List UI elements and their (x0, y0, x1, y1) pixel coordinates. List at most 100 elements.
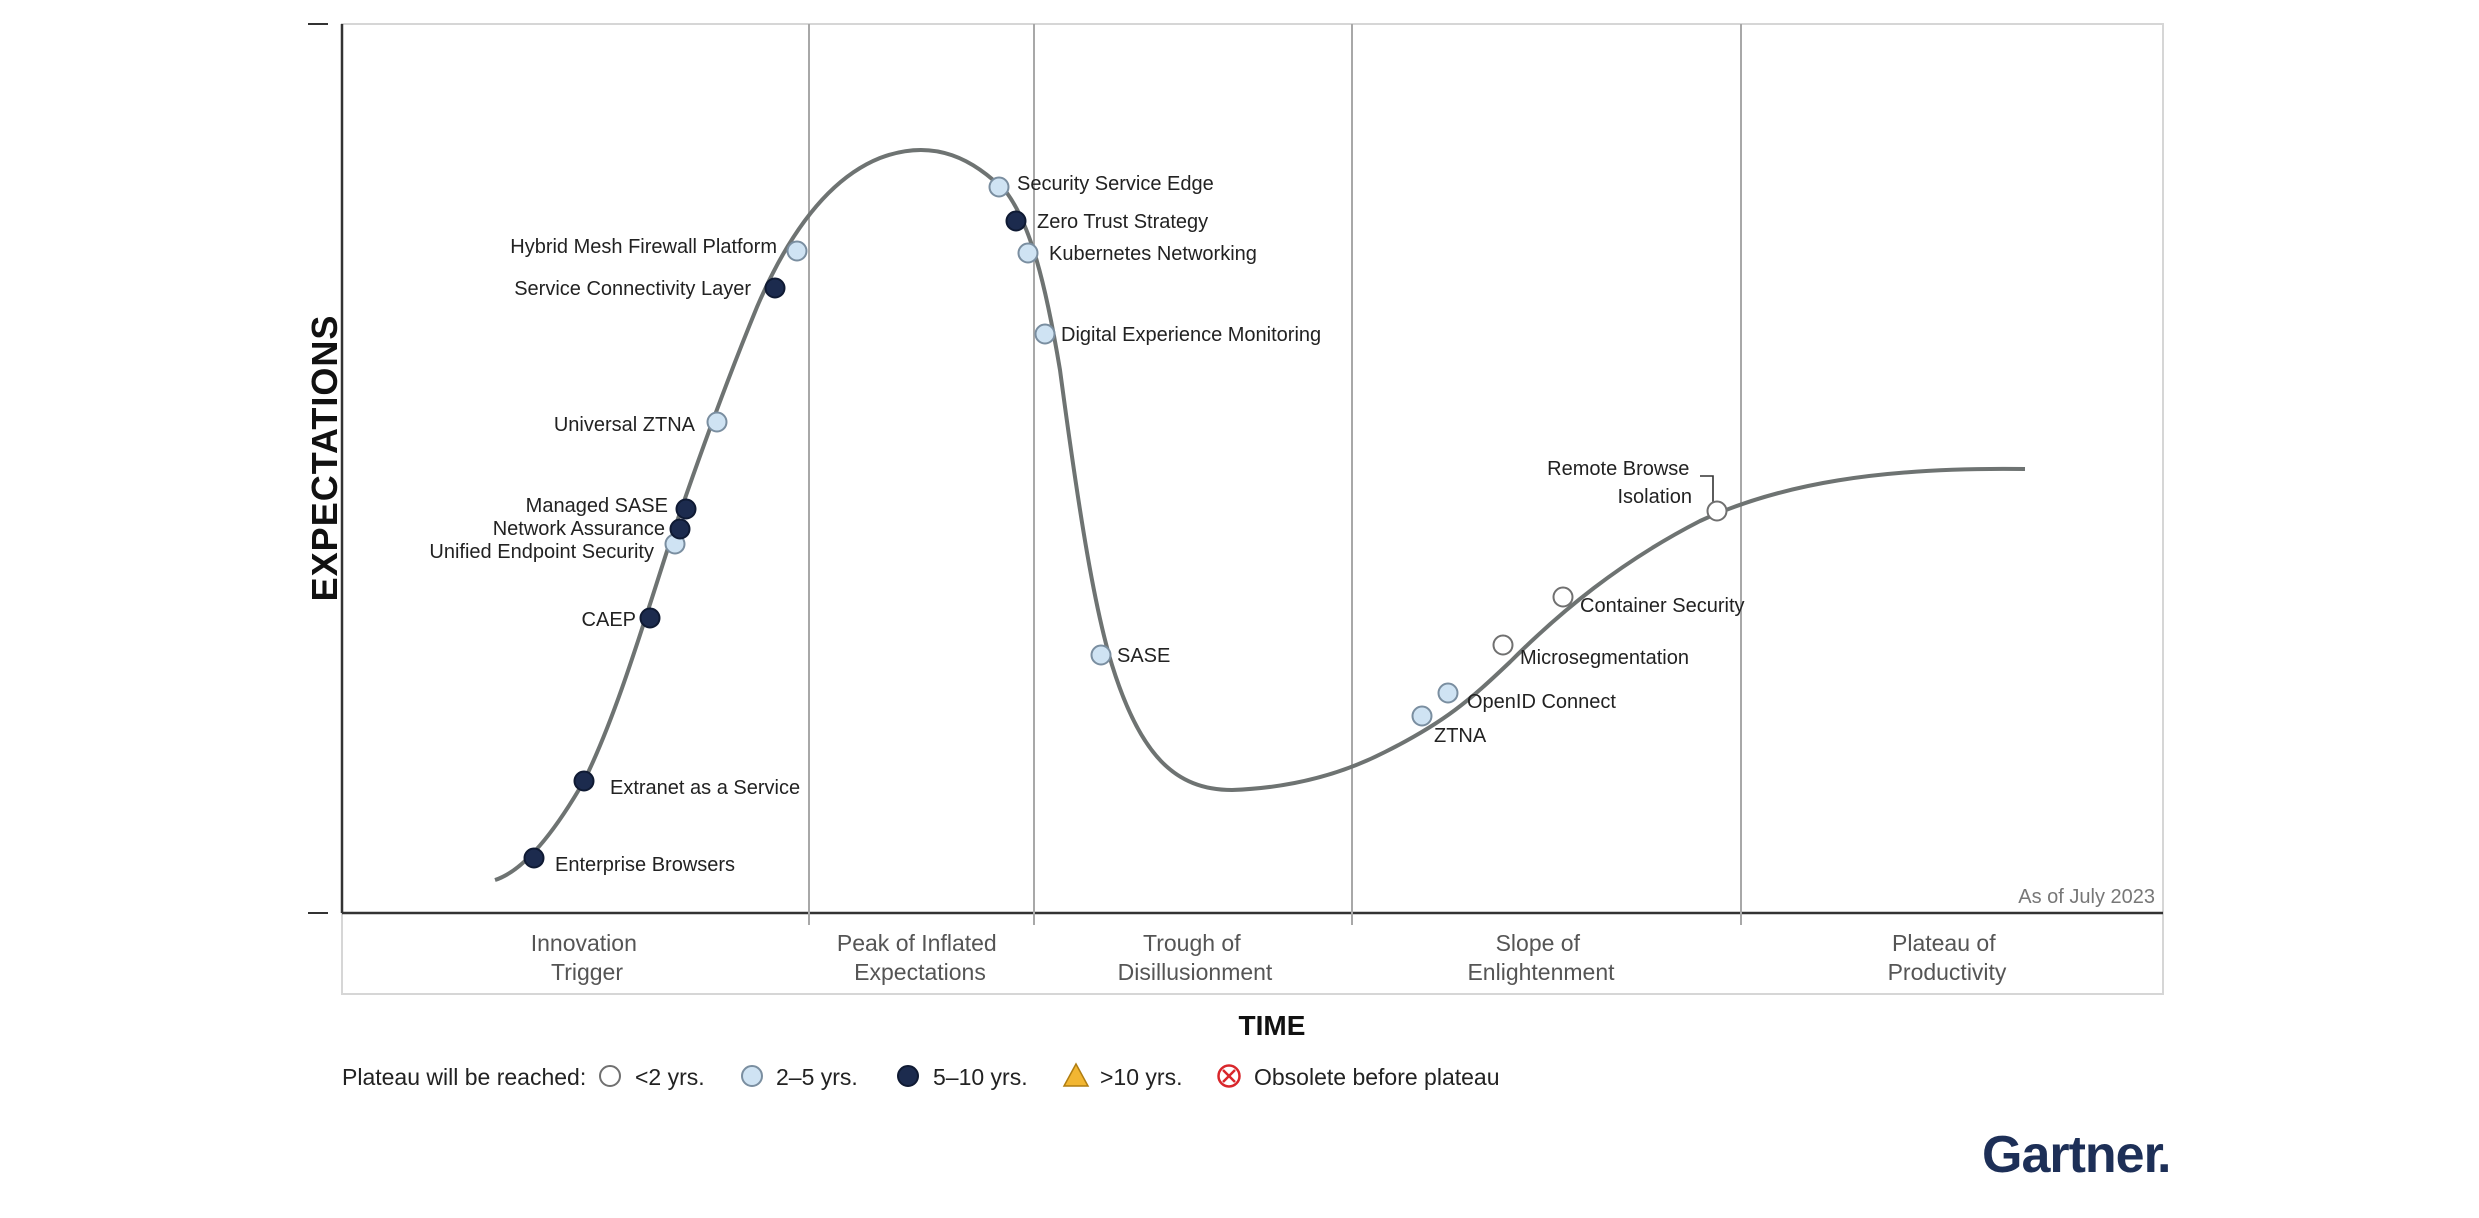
technology-zero-trust-strategy[interactable]: Zero Trust Strategy (1005, 210, 1209, 233)
marker-2to5[interactable] (1090, 644, 1112, 666)
technology-managed-sase[interactable]: Managed SASE (526, 495, 697, 520)
technology-ztna[interactable]: ZTNA (1411, 705, 1487, 748)
technology-label: CAEP (582, 609, 636, 631)
technology-enterprise-browsers[interactable]: Enterprise Browsers (523, 847, 736, 877)
plot-frame (308, 23, 2164, 995)
marker-5to10[interactable] (523, 847, 545, 869)
technology-label: Service Connectivity Layer (514, 278, 751, 300)
remote-browse-leader (1700, 475, 1714, 506)
marker-5to10[interactable] (639, 607, 661, 629)
marker-5to10[interactable] (573, 770, 595, 792)
marker-lt2[interactable] (1706, 500, 1728, 522)
marker-2to5[interactable] (1017, 242, 1039, 264)
technology-kubernetes-networking[interactable]: Kubernetes Networking (1017, 242, 1257, 265)
legend-title: Plateau will be reached: (342, 1064, 586, 1090)
technology-label: Universal ZTNA (554, 414, 696, 436)
marker-2to5[interactable] (786, 240, 808, 262)
legend-label: 2–5 yrs. (776, 1064, 858, 1090)
x-axis-title: TIME (1239, 1010, 1306, 1041)
technology-network-assurance[interactable]: Network Assurance (493, 518, 691, 540)
technology-label: SASE (1117, 645, 1170, 667)
phase-label-line: Peak of Inflated (837, 930, 997, 956)
legend: Plateau will be reached: <2 yrs. 2–5 yrs… (342, 1062, 1500, 1090)
phase-labels: Innovation Trigger Peak of Inflated Expe… (531, 930, 2007, 985)
technology-label: Microsegmentation (1520, 647, 1689, 669)
technology-microsegmentation[interactable]: Microsegmentation (1492, 634, 1689, 670)
technology-openid-connect[interactable]: OpenID Connect (1437, 682, 1617, 714)
gartner-logo: Gartner . (1982, 1126, 2171, 1184)
technology-extranet-as-a-service[interactable]: Extranet as a Service (573, 770, 801, 800)
phase-label-line: Plateau of (1892, 930, 1996, 956)
marker-5to10[interactable] (675, 498, 697, 520)
legend-marker-lt2 (599, 1065, 621, 1087)
phase-label-line: Expectations (854, 959, 986, 985)
technology-sase[interactable]: SASE (1090, 644, 1171, 667)
phase-label-line: Enlightenment (1467, 959, 1615, 985)
gartner-logo-dot: . (2157, 1126, 2171, 1184)
technology-label: Managed SASE (526, 495, 668, 517)
technology-universal-ztna[interactable]: Universal ZTNA (554, 411, 728, 437)
technology-label: Network Assurance (493, 518, 665, 540)
marker-5to10[interactable] (764, 277, 786, 299)
legend-label: <2 yrs. (635, 1064, 705, 1090)
legend-item-gt10: >10 yrs. (1062, 1062, 1182, 1090)
marker-2to5[interactable] (988, 176, 1010, 198)
legend-item-lt2: <2 yrs. (599, 1064, 705, 1090)
technology-label: ZTNA (1434, 725, 1487, 747)
phase-label-line: Disillusionment (1118, 959, 1273, 985)
y-axis-title: EXPECTATIONS (304, 315, 345, 602)
technology-caep[interactable]: CAEP (582, 607, 661, 632)
phase-label-trough: Trough of Disillusionment (1118, 930, 1273, 985)
as-of-date: As of July 2023 (2018, 886, 2155, 908)
legend-label: Obsolete before plateau (1254, 1064, 1500, 1090)
marker-2to5[interactable] (1437, 682, 1459, 704)
phase-label-slope: Slope of Enlightenment (1467, 930, 1615, 985)
technology-label: OpenID Connect (1467, 691, 1616, 713)
marker-2to5[interactable] (706, 411, 728, 433)
technology-service-connectivity-layer[interactable]: Service Connectivity Layer (514, 277, 786, 300)
technology-label-line: Isolation (1618, 486, 1693, 508)
phase-dividers (808, 24, 1742, 925)
technology-label: Enterprise Browsers (555, 854, 735, 876)
legend-marker-gt10 (1062, 1062, 1090, 1087)
technology-label: Extranet as a Service (610, 777, 800, 799)
technology-label-line: Remote Browse (1547, 458, 1689, 480)
marker-lt2[interactable] (1492, 634, 1514, 656)
technology-label: Zero Trust Strategy (1037, 211, 1208, 233)
technology-label: Hybrid Mesh Firewall Platform (510, 236, 777, 258)
phase-label-peak: Peak of Inflated Expectations (837, 930, 1003, 985)
marker-5to10[interactable] (669, 518, 691, 540)
obsolete-x-icon (1217, 1064, 1241, 1088)
technology-digital-experience-monitoring[interactable]: Digital Experience Monitoring (1034, 323, 1322, 346)
technology-security-service-edge[interactable]: Security Service Edge (988, 173, 1214, 198)
phase-label-line: Productivity (1888, 959, 2007, 985)
technology-remote-browser-isolation[interactable]: Remote Browse Isolation (1547, 458, 1728, 522)
marker-5to10[interactable] (1005, 210, 1027, 232)
legend-item-5to10: 5–10 yrs. (897, 1064, 1028, 1090)
legend-label: 5–10 yrs. (933, 1064, 1028, 1090)
legend-item-2to5: 2–5 yrs. (741, 1064, 858, 1090)
legend-marker-5to10 (897, 1065, 919, 1087)
legend-label: >10 yrs. (1100, 1064, 1182, 1090)
phase-label-innovation-trigger: Innovation Trigger (531, 930, 644, 985)
technology-hybrid-mesh-firewall-platform[interactable]: Hybrid Mesh Firewall Platform (510, 236, 808, 262)
legend-item-obsolete: Obsolete before plateau (1217, 1064, 1500, 1090)
legend-marker-2to5 (741, 1065, 763, 1087)
technology-label: Remote Browse Isolation (1547, 458, 1695, 508)
technology-container-security[interactable]: Container Security (1552, 586, 1745, 618)
technology-label: Unified Endpoint Security (429, 541, 654, 563)
phase-label-line: Slope of (1496, 930, 1581, 956)
gartner-logo-text: Gartner (1982, 1126, 2164, 1184)
phase-label-line: Trough of (1143, 930, 1241, 956)
technology-label: Security Service Edge (1017, 173, 1214, 195)
marker-2to5[interactable] (1034, 323, 1056, 345)
technology-label: Container Security (1580, 595, 1745, 617)
phase-label-plateau: Plateau of Productivity (1888, 930, 2007, 985)
marker-2to5[interactable] (1411, 705, 1433, 727)
marker-lt2[interactable] (1552, 586, 1574, 608)
phase-label-line: Trigger (551, 959, 623, 985)
technology-label: Kubernetes Networking (1049, 243, 1257, 265)
technology-markers: Enterprise Browsers Extranet as a Servic… (429, 173, 1744, 876)
technology-label: Digital Experience Monitoring (1061, 324, 1321, 346)
hype-curve (494, 148, 2026, 882)
